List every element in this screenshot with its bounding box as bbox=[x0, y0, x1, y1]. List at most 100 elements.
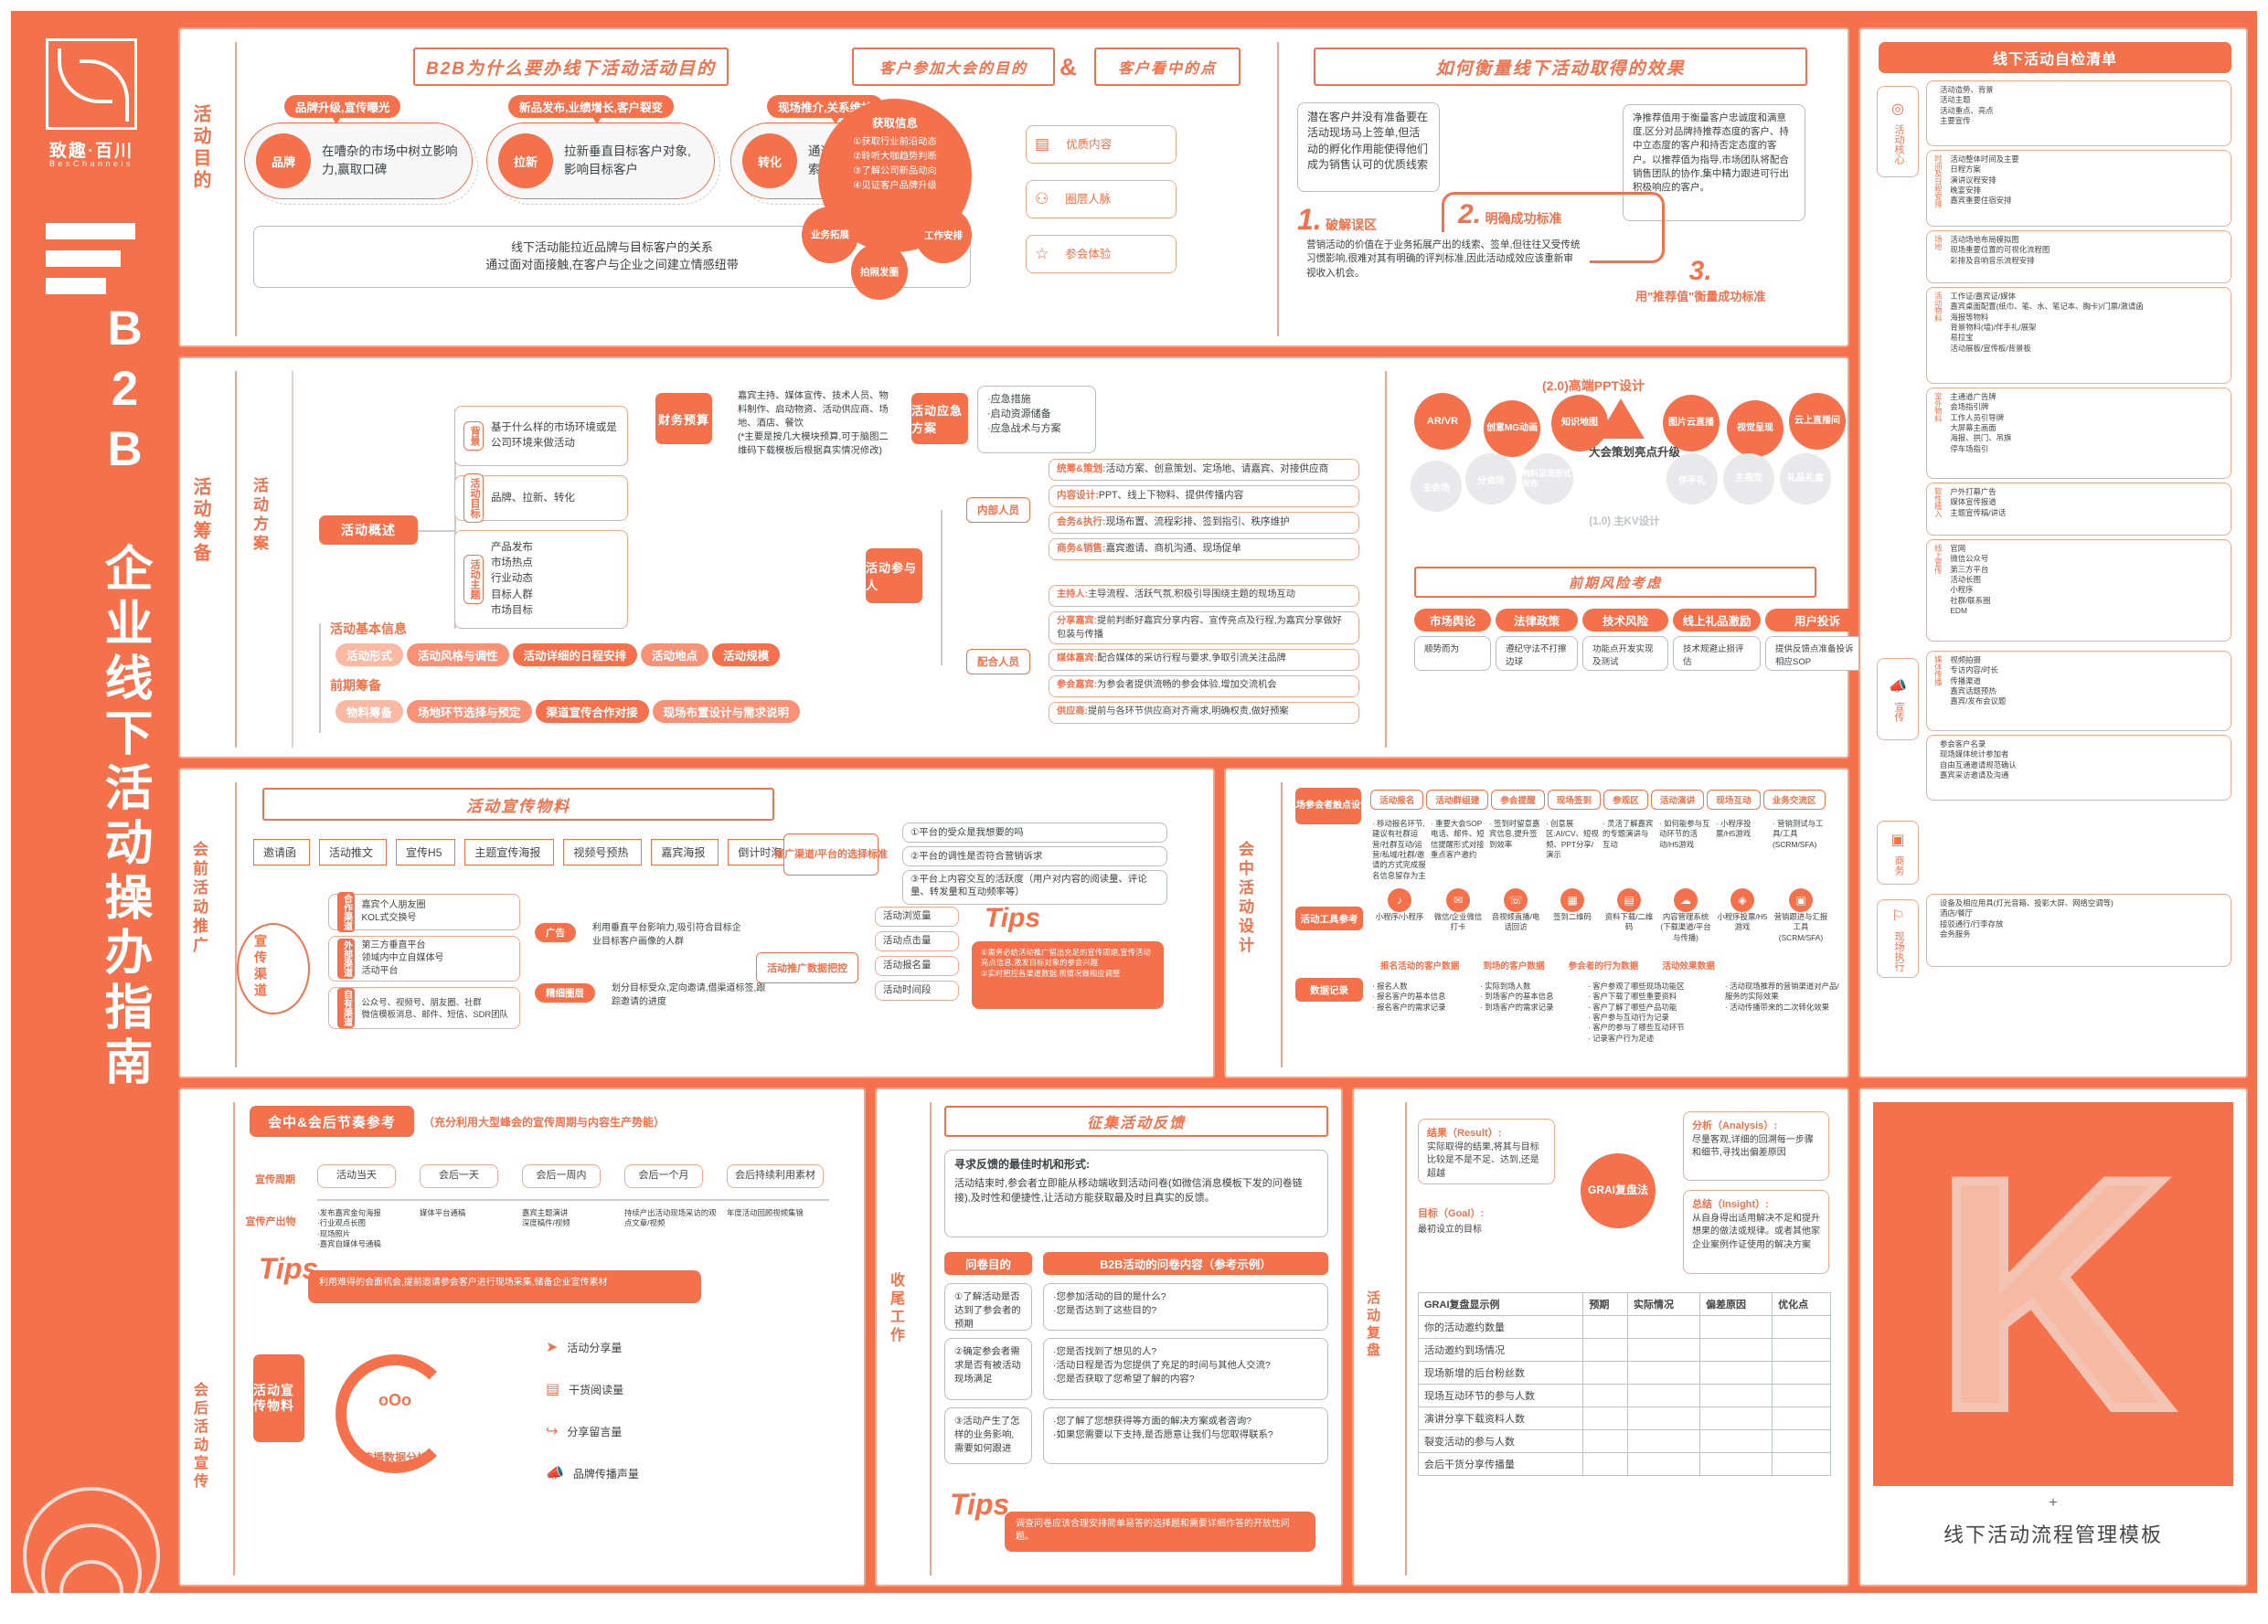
ppt-base: (1.0) 主KV设计 bbox=[1589, 516, 1660, 527]
ci: 接驳通行/行李存放 bbox=[1940, 918, 2004, 929]
purpose-text-0: 在嘈杂的市场中树立影响力,赢取口碑 bbox=[322, 143, 458, 176]
risk-body-0: 顺势而为 bbox=[1414, 636, 1491, 671]
early-tag-2: 渠道宣传合作对接 bbox=[535, 700, 649, 723]
tips3-label: Tips bbox=[950, 1488, 1010, 1521]
inner-key-2: 会务&执行: bbox=[1057, 516, 1106, 527]
onsite-col-7: · 营销测试与工具/工具(SCRM/SFA) bbox=[1773, 819, 1824, 849]
purpose-circle-2: 转化 bbox=[742, 133, 797, 188]
brand-name-cn: 致趣·百川 bbox=[48, 142, 134, 161]
outer-row-1: 分享嘉宾:提前判断好嘉宾分享内容、宣传亮点及行程,为嘉宾分享做好包装与传播 bbox=[1049, 611, 1359, 644]
grai-table: GRAI复盘显示例 预期 实际情况 偏差原因 优化点 你的活动邀约数量 活动邀约… bbox=[1417, 1292, 1831, 1476]
customer-value-0: ▤ 优质内容 bbox=[1026, 125, 1177, 164]
ppt-bottom-2: 物料呈现形式发布 bbox=[1522, 453, 1573, 504]
grai-row-0: 你的活动邀约数量 bbox=[1417, 1315, 1584, 1339]
outer-staff-rows: 主持人:主导流程、活跃气氛,积极引导围绕主题的现场互动 分享嘉宾:提前判断好嘉宾… bbox=[1049, 585, 1359, 724]
channel-group-tag-0: 合作渠道 bbox=[337, 892, 355, 932]
basic-info-tags: 活动形式 活动风格与调性 活动详细的日程安排 活动地点 活动规模 bbox=[335, 643, 781, 666]
checklist-row: 软性植入 户外打幕广告 媒体宣传报道 主题宣传稿/讲话 bbox=[1926, 483, 2231, 536]
onsite-col-4: · 灵活了解嘉宾的专题演讲与互动 bbox=[1603, 819, 1654, 849]
ci: 媒体宣传报道 bbox=[1950, 497, 1996, 507]
panel-checklist: 线下活动自检清单 ◎ 活动核心 活动造势、背景 活动主题 活动重点、亮点 主要宣传 时… bbox=[1858, 27, 2248, 1078]
rhythm-timeline: 活动当天 会后一天 会后一周内 会后一个月 会后持续利用素材 bbox=[317, 1164, 824, 1188]
share-item-label-3: 品牌传播声量 bbox=[572, 1467, 639, 1481]
forward-icon: ↪ bbox=[546, 1424, 559, 1439]
overview-key-2: 活动主题 bbox=[463, 555, 484, 604]
tips2-box: 利用难得的会面机会,提前邀请参会客户进行现场采集,储备企业宣传素材 bbox=[308, 1270, 701, 1303]
outer-row-4: 供应商:提前与各环节供应商对齐需求,明确权责,做好预案 bbox=[1049, 702, 1359, 724]
ci: 大屏幕主画面 bbox=[1950, 423, 1996, 433]
inner-val-1: PPT、线上下物料、提供传播内容 bbox=[1098, 490, 1244, 501]
channel-note-tag-1: 精细圈层 bbox=[535, 982, 595, 1003]
checklist-row: 活动造势、背景 活动主题 活动重点、亮点 主要宣传 bbox=[1926, 80, 2231, 146]
onsite-tab-3: 现场签到 bbox=[1547, 790, 1602, 810]
outer-staff-title: 配合人员 bbox=[966, 649, 1030, 674]
grai-th-4: 优化点 bbox=[1772, 1292, 1831, 1316]
timeline-0: 活动当天 bbox=[317, 1164, 396, 1188]
customer-value-label-0: 优质内容 bbox=[1066, 137, 1113, 151]
ppt-top-3: 图片云直播 bbox=[1663, 395, 1720, 451]
ci: 会场指引牌 bbox=[1950, 402, 1989, 412]
section-label-after: 会后活动宣传 bbox=[191, 1382, 207, 1491]
tips2-text: 利用难得的会面机会,提前邀请参会客户进行现场采集,储备企业宣传素材 bbox=[319, 1278, 608, 1288]
plan-items: ·应急措施 ·启动资源储备 ·应急战术与方案 bbox=[977, 386, 1096, 453]
kpi-item-3: 活动时间段 bbox=[875, 981, 959, 1001]
ci: 嘉宾采访邀请及沟通 bbox=[1940, 770, 2009, 780]
onsite-tab-6: 现场互动 bbox=[1707, 790, 1761, 810]
inner-row-0: 统筹&策划:活动方案、创意策划、定场地、请嘉宾、对接供应商 bbox=[1049, 459, 1359, 481]
grai-row-1: 活动邀约到场情况 bbox=[1417, 1338, 1584, 1362]
timeline-2: 会后一周内 bbox=[522, 1164, 601, 1188]
inner-val-3: 嘉宾邀请、商机沟通、现场促单 bbox=[1105, 543, 1241, 554]
ci: 微信公众号 bbox=[1950, 554, 1989, 564]
budget-text: 嘉宾主持、媒体宣传、技术人员、物料制作、启动物资、活动供应商、场地、酒店、餐饮 … bbox=[729, 384, 902, 484]
risk-body-4: 提供反馈点准备投诉相应SOP bbox=[1765, 636, 1869, 671]
data-col-3: · 活动现场推荐的营销渠道对产品/服务的实际效果 · 活动传播带来的二次转化效果 bbox=[1725, 982, 1839, 1012]
grai-result-val: 实际取得的结果,将其与目标比较是不是不足、达到,还是超越 bbox=[1427, 1141, 1539, 1179]
grai-row-6: 会后干货分享传播量 bbox=[1417, 1452, 1584, 1476]
onsite-col-3: · 创意展区:AI/CV、短视频、PPT分享/演示 bbox=[1546, 819, 1599, 860]
megaphone-icon: 📣 bbox=[546, 1466, 564, 1481]
panel-k-card: K + 线下活动流程管理模板 bbox=[1858, 1088, 2248, 1587]
channel-group-tag-2: 自有渠道 bbox=[337, 988, 355, 1028]
grai-th-1: 预期 bbox=[1582, 1292, 1628, 1316]
channel-standard-title: 推广渠道/平台的选择标准 bbox=[774, 833, 888, 876]
rhythm-title: 会中&会后节奏参考 bbox=[250, 1106, 414, 1137]
grai-result: 结果（Result）: 实际取得的结果,将其与目标比较是不是不足、达到,还是超越 bbox=[1418, 1119, 1555, 1184]
checklist-row-key: 线上宣传 bbox=[1933, 544, 1943, 575]
tool-label-2: 音视频直播/电话回访 bbox=[1491, 912, 1540, 932]
channel-group-1: 外部渠道 第三方垂直平台 领域内中立自媒体号 活动平台 bbox=[328, 936, 520, 982]
ci: 演讲议程安排 bbox=[1950, 175, 1996, 185]
material-item-2: 宣传H5 bbox=[396, 839, 456, 865]
share-icon: ➤ bbox=[546, 1340, 559, 1355]
checklist-rows-1: 媒体传播 视频拍摄 专访内容/时长 传播渠道 嘉宾话题预热 嘉宾/发布会议题 参会客户名… bbox=[1926, 651, 2231, 801]
share-item-label-2: 分享留言量 bbox=[567, 1425, 623, 1438]
ci: 现场重要位置的可视化流程图 bbox=[1950, 245, 2050, 255]
feedback-key-2: ③活动产生了怎样的业务影响,需要如何跟进 bbox=[944, 1407, 1032, 1464]
inner-key-0: 统筹&策划: bbox=[1057, 463, 1106, 474]
measure-step-num-1: 2. bbox=[1458, 199, 1482, 229]
outer-val-1: 提前判断好嘉宾分享内容、宣传亮点及行程,为嘉宾分享做好包装与传播 bbox=[1057, 616, 1342, 640]
measure-step-num-2: 3. bbox=[1688, 256, 1712, 286]
material-item-5: 嘉宾海报 bbox=[651, 839, 719, 865]
tool-icon-2: ☏ bbox=[1504, 888, 1528, 912]
ci: 自由互通邀请规范确认 bbox=[1940, 759, 2017, 770]
grai-center: GRAI复盘法 bbox=[1581, 1153, 1656, 1228]
section-label-purpose: 活动目的 bbox=[190, 104, 210, 192]
basic-tag-4: 活动规模 bbox=[712, 643, 781, 666]
ppt-top-0: AR/VR bbox=[1414, 393, 1471, 450]
checklist-row-items: 主通道广告牌 会场指引牌 工作人员引导牌 大屏幕主画面 海报、拱门、吊旗 停车场指引 bbox=[1950, 392, 2011, 474]
feedback-intro-title: 寻求反馈的最佳时机和形式: bbox=[954, 1158, 1090, 1171]
document-icon: ▤ bbox=[1035, 134, 1050, 153]
measure-step-2: 3. 用"推荐值"衡量成功标准 bbox=[1635, 256, 1765, 304]
ci: EDM bbox=[1950, 606, 1967, 616]
onsite-tab-2: 参会提醒 bbox=[1491, 790, 1545, 810]
ppt-sub: 大会策划亮点升级 bbox=[1588, 446, 1680, 459]
tool-icon-7: ▣ bbox=[1789, 888, 1813, 912]
attendee-goal-item-0: ①获取行业前沿动态 bbox=[853, 137, 937, 147]
rhythm-header: 会中&会后节奏参考 （充分利用大型峰会的宣传周期与内容生产势能） bbox=[250, 1106, 665, 1137]
share-item-label-0: 活动分享量 bbox=[567, 1341, 623, 1354]
promo-channel-ring bbox=[237, 923, 310, 1014]
risk-title: 前期风险考虑 bbox=[1414, 567, 1816, 598]
tool-icon-3: ▦ bbox=[1560, 888, 1584, 912]
purpose-text-1: 拉新垂直目标客户对象,影响目标客户 bbox=[564, 143, 691, 176]
logo-icon bbox=[46, 38, 137, 130]
